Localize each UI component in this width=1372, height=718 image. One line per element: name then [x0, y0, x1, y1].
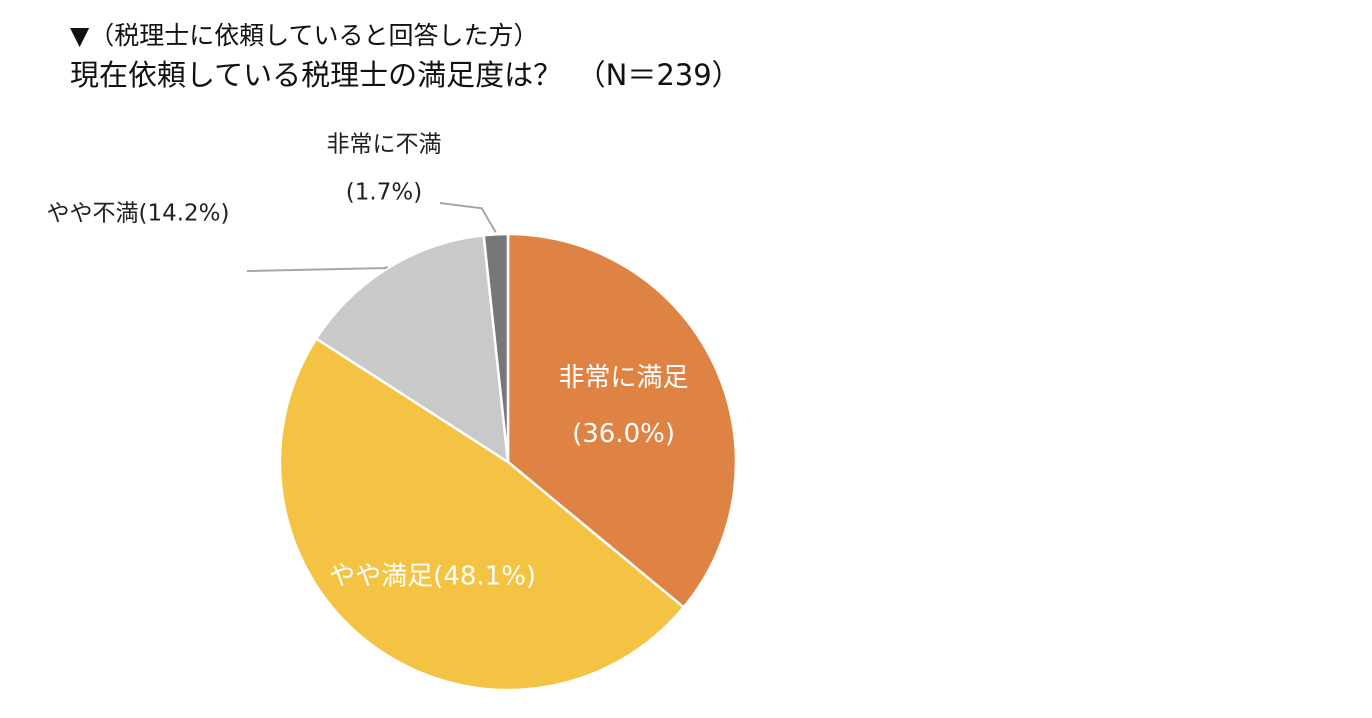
data-label-pct-very_dissatisfied: (1.7%): [346, 180, 422, 206]
leader-line-very_dissatisfied: [439, 202, 497, 233]
data-label-somewhat_satisfied: やや満足(48.1%): [329, 562, 536, 592]
leader-line-somewhat_dissatisfied: [246, 266, 389, 272]
pie-slice-very_dissatisfied: [482, 232, 510, 464]
pie-slice-very_satisfied: [506, 232, 738, 609]
pie-slices: [278, 232, 738, 692]
data-label-pct-very_satisfied: (36.0%): [572, 419, 675, 449]
pie-slice-somewhat_dissatisfied: [315, 234, 510, 464]
data-label-somewhat_dissatisfied: やや不満(14.2%): [46, 201, 229, 227]
chart-subtitle: ▼（税理士に依頼していると回答した方）: [70, 21, 539, 50]
data-label-name-very_satisfied: 非常に満足: [559, 363, 689, 393]
chart-header: ▼（税理士に依頼していると回答した方） 現在依頼している税理士の満足度は？ （N…: [70, 18, 741, 96]
chart-title: 現在依頼している税理士の満足度は？ （N＝239）: [70, 58, 741, 92]
data-label-name-very_dissatisfied: 非常に不満: [327, 132, 442, 158]
pie-slice-somewhat_satisfied: [278, 337, 685, 692]
